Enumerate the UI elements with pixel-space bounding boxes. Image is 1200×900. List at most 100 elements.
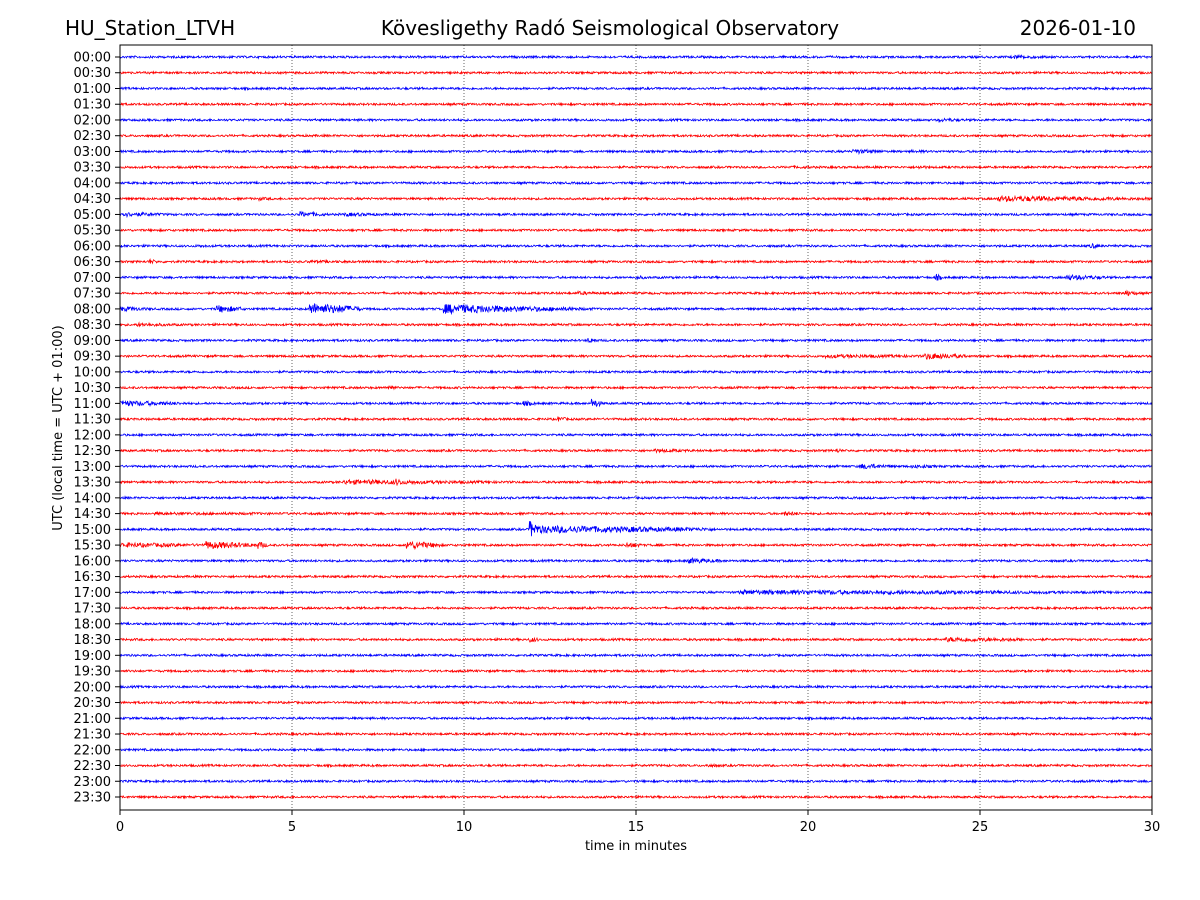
y-tick-label: 14:00 [74,491,111,506]
trace-0730 [119,289,1153,297]
y-tick-label: 06:30 [74,255,111,270]
trace-2200 [119,747,1153,753]
trace-0900 [119,337,1153,344]
y-tick-label: 12:30 [74,444,111,459]
y-tick-label: 15:00 [74,523,111,538]
trace-1000 [119,369,1153,375]
y-tick-label: 04:30 [74,192,111,207]
station-label: HU_Station_LTVH [65,16,236,40]
y-tick-label: 13:00 [74,460,111,475]
y-tick-label: 18:30 [74,633,111,648]
y-tick-label: 16:30 [74,570,111,585]
y-tick-label: 02:30 [74,129,111,144]
y-tick-label: 13:30 [74,476,111,491]
x-tick-label: 15 [628,820,645,835]
trace-1730 [119,605,1153,611]
trace-0630 [119,257,1153,265]
y-tick-label: 04:00 [74,176,111,191]
trace-1330 [119,478,1153,486]
trace-0030 [119,70,1153,76]
y-tick-label: 08:00 [74,302,111,317]
trace-0930 [119,352,1153,360]
y-tick-label: 15:30 [74,539,111,554]
y-tick-label: 21:30 [74,728,111,743]
y-tick-label: 06:00 [74,239,111,254]
trace-0500 [119,210,1153,219]
y-tick-label: 23:30 [74,791,111,806]
trace-2130 [119,731,1153,737]
y-tick-label: 05:30 [74,224,111,239]
trace-1900 [119,652,1153,658]
trace-2330 [119,794,1153,800]
trace-0100 [119,85,1153,92]
trace-0230 [119,132,1153,139]
trace-1030 [119,384,1153,391]
y-tick-label: 07:30 [74,287,111,302]
y-tick-label: 10:00 [74,365,111,380]
y-tick-label: 20:00 [74,680,111,695]
x-tick-label: 20 [800,820,817,835]
x-axis-label: time in minutes [585,839,687,854]
y-tick-label: 22:30 [74,759,111,774]
trace-1200 [119,432,1153,438]
trace-1100 [119,398,1153,408]
trace-1800 [119,621,1153,627]
trace-0600 [119,242,1153,250]
trace-1230 [119,447,1153,454]
y-tick-label: 19:00 [74,649,111,664]
y-axis-label: UTC (local time = UTC + 01:00) [51,325,66,530]
trace-2300 [119,778,1153,784]
date-label: 2026-01-10 [1019,16,1136,40]
trace-0830 [119,321,1153,328]
y-tick-label: 19:30 [74,665,111,680]
trace-1400 [119,495,1153,501]
y-tick-label: 02:00 [74,113,111,128]
y-tick-label: 10:30 [74,381,111,396]
y-tick-label: 22:00 [74,743,111,758]
trace-0000 [119,53,1153,60]
y-tick-label: 08:30 [74,318,111,333]
trace-1600 [119,556,1153,565]
trace-0430 [119,194,1153,203]
trace-0330 [119,164,1153,170]
y-tick-label: 07:00 [74,271,111,286]
y-tick-label: 03:00 [74,145,111,160]
trace-2000 [119,684,1153,690]
y-tick-label: 11:30 [74,413,111,428]
y-tick-label: 11:00 [74,397,111,412]
y-tick-label: 09:30 [74,350,111,365]
y-tick-label: 17:00 [74,586,111,601]
trace-1930 [119,668,1153,674]
trace-1630 [119,573,1153,580]
y-tick-label: 16:00 [74,554,111,569]
y-tick-label: 00:00 [74,51,111,66]
y-tick-label: 00:30 [74,66,111,81]
x-tick-label: 0 [116,820,124,835]
trace-2230 [119,762,1153,769]
x-tick-label: 5 [288,820,296,835]
trace-1500 [119,521,1153,537]
y-tick-label: 01:00 [74,82,111,97]
trace-1830 [119,636,1153,643]
y-tick-label: 01:30 [74,98,111,113]
chart-title: Kövesligethy Radó Seismological Observat… [380,16,840,40]
trace-0200 [119,117,1153,124]
trace-1130 [119,416,1153,422]
y-tick-label: 14:30 [74,507,111,522]
y-tick-label: 21:00 [74,712,111,727]
y-tick-label: 23:00 [74,775,111,790]
trace-2100 [119,715,1153,721]
trace-1700 [119,588,1153,596]
trace-0530 [119,227,1153,233]
trace-2030 [119,699,1153,706]
y-tick-label: 09:00 [74,334,111,349]
y-tick-label: 18:00 [74,617,111,632]
trace-0300 [119,148,1153,156]
x-tick-label: 30 [1144,820,1161,835]
y-tick-label: 12:00 [74,428,111,443]
y-tick-label: 17:30 [74,602,111,617]
trace-0130 [119,101,1153,107]
x-tick-label: 10 [456,820,473,835]
y-tick-label: 03:30 [74,161,111,176]
